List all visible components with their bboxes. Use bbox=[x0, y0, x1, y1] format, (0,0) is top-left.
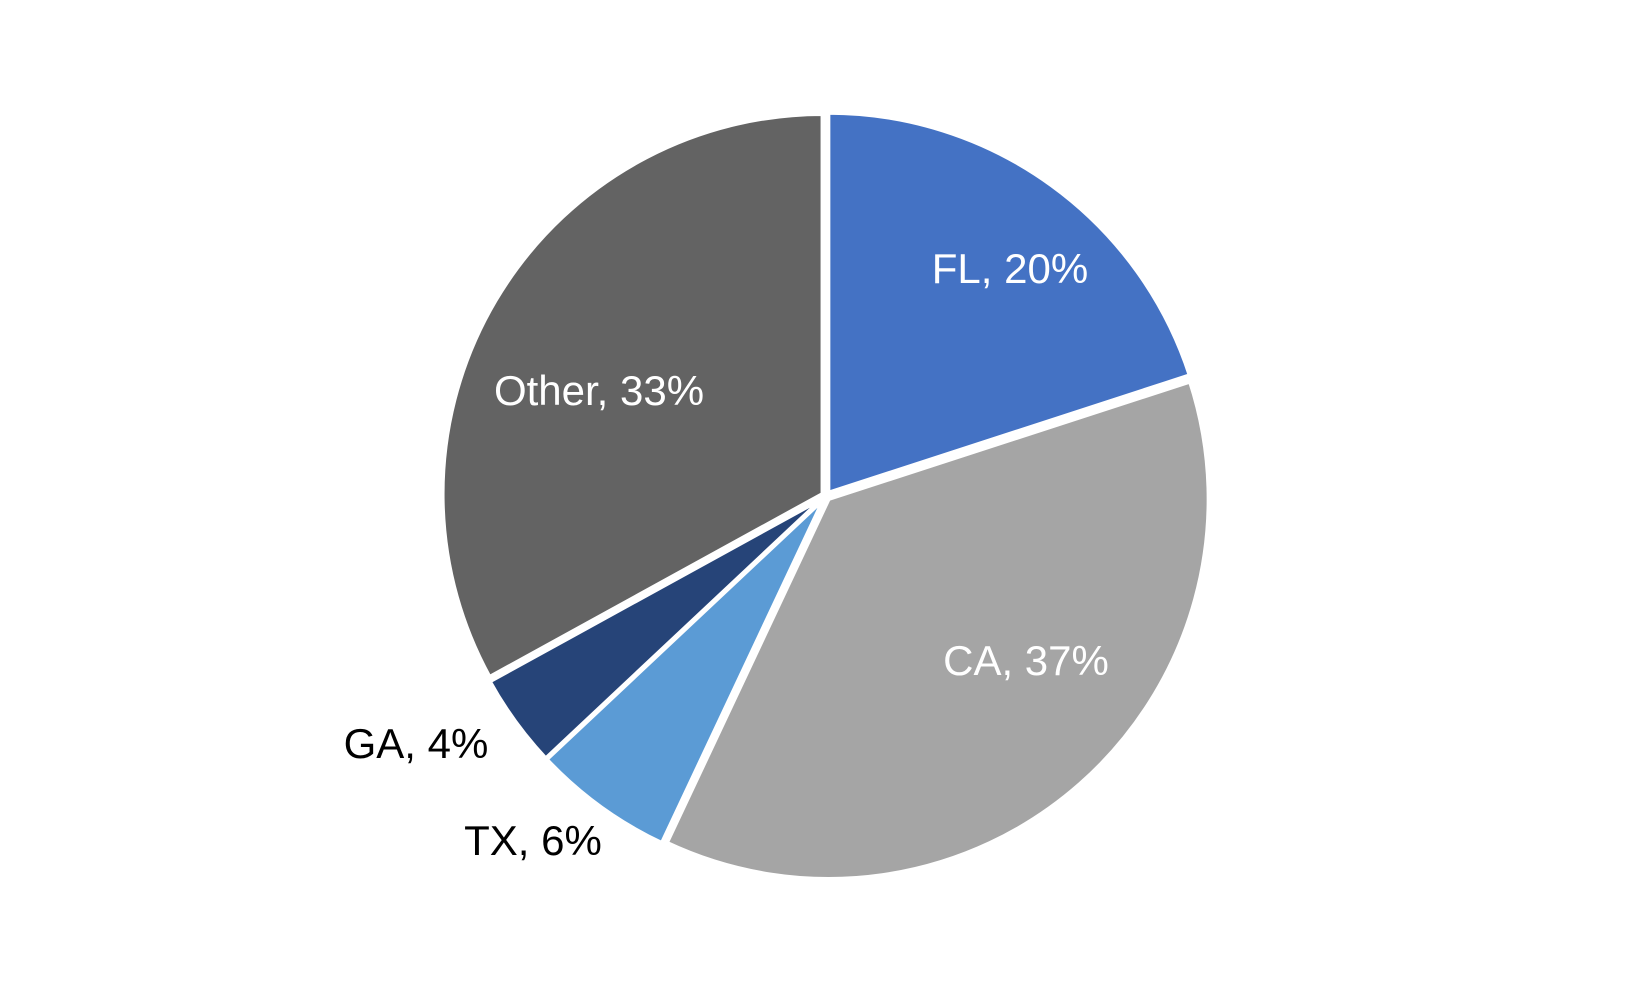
pie-slices bbox=[440, 110, 1211, 881]
pie-label-ca: CA, 37% bbox=[943, 637, 1109, 684]
pie-label-other: Other, 33% bbox=[494, 367, 704, 414]
pie-slice-other bbox=[440, 111, 825, 680]
pie-slice-tx bbox=[544, 497, 826, 846]
pie-slice-ga bbox=[487, 496, 825, 761]
pie-label-tx: TX, 6% bbox=[464, 817, 602, 864]
pie-slice-ca bbox=[664, 379, 1211, 881]
pie-slice-fl bbox=[826, 110, 1192, 495]
pie-labels: FL, 20% CA, 37% TX, 6% GA, 4% Other, 33% bbox=[344, 245, 1109, 864]
pie-label-ga: GA, 4% bbox=[344, 720, 489, 767]
pie-label-fl: FL, 20% bbox=[932, 245, 1088, 292]
